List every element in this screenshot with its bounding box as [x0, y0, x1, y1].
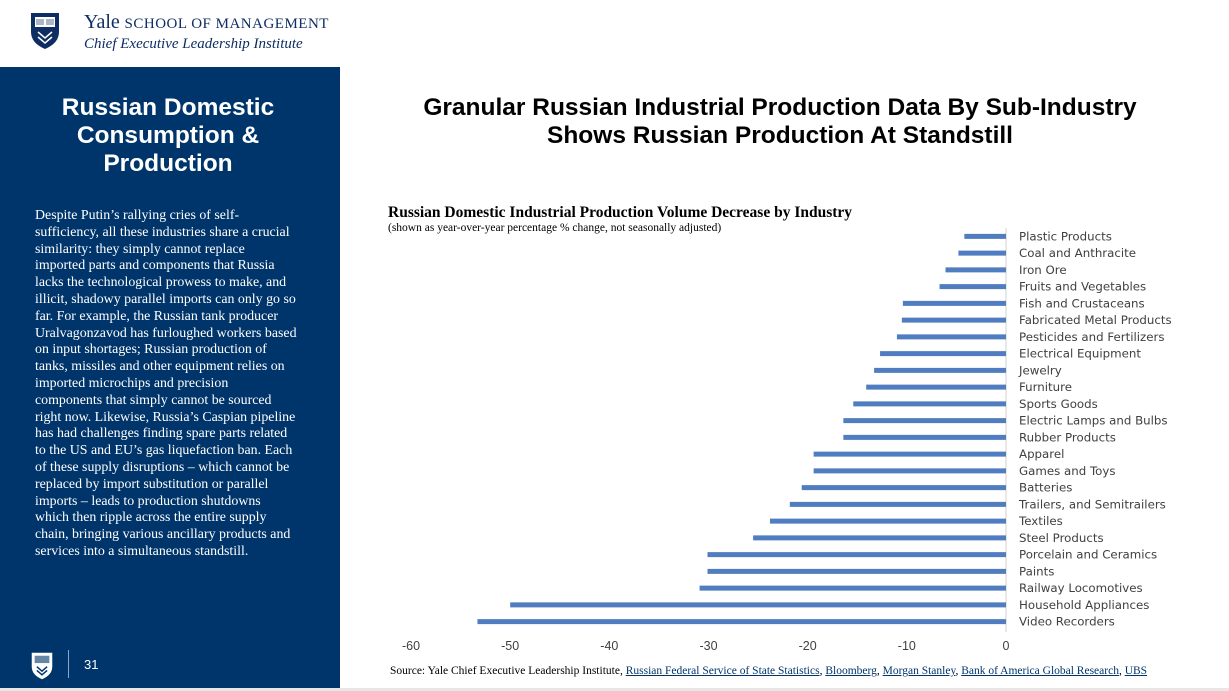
bar-electric-lamps-and-bulbs	[843, 418, 1006, 424]
source-prefix: Source: Yale Chief Executive Leadership …	[390, 665, 626, 677]
bar-railway-locomotives	[699, 585, 1006, 591]
bar-electrical-equipment	[880, 351, 1006, 357]
category-label: Rubber Products	[1019, 430, 1116, 444]
bar-household-appliances	[510, 602, 1006, 608]
category-label: Jewelry	[1018, 363, 1062, 377]
x-tick-label: -60	[402, 639, 420, 653]
chart-subtitle: (shown as year-over-year percentage % ch…	[388, 222, 722, 234]
slide-title-line-1: Granular Russian Industrial Production D…	[423, 94, 1137, 121]
category-label: Trailers, and Semitrailers	[1018, 497, 1166, 511]
sidebar-body-text: Despite Putin’s rallying cries of self-s…	[35, 208, 297, 559]
category-label: Electric Lamps and Bulbs	[1019, 414, 1168, 428]
slide-title: Granular Russian Industrial Production D…	[370, 94, 1190, 150]
x-tick-label: -20	[799, 639, 817, 653]
category-label: Textiles	[1018, 514, 1063, 528]
bar-games-and-toys	[813, 468, 1006, 474]
bar-trailers-and-semitrailers	[789, 501, 1006, 507]
bar-plastic-products	[964, 233, 1006, 239]
category-label: Furniture	[1019, 380, 1072, 394]
institute-name: Chief Executive Leadership Institute	[84, 36, 303, 52]
category-label: Steel Products	[1019, 531, 1104, 545]
category-label: Pesticides and Fertilizers	[1019, 330, 1165, 344]
category-label: Batteries	[1019, 481, 1072, 495]
yale-shield-icon	[31, 652, 53, 680]
source-sep: ,	[876, 665, 883, 677]
bar-textiles	[769, 518, 1006, 524]
source-link-rosstat[interactable]: Russian Federal Service of State Statist…	[625, 665, 820, 677]
yale-som-wordmark: Yale SCHOOL OF MANAGEMENT	[84, 11, 329, 33]
category-label: Video Recorders	[1019, 615, 1115, 629]
x-tick-label: -50	[501, 639, 519, 653]
category-label: Games and Toys	[1019, 464, 1116, 478]
category-label: Fabricated Metal Products	[1019, 313, 1172, 327]
yale-shield-logo	[31, 13, 59, 49]
x-tick-label: -40	[600, 639, 618, 653]
sidebar-title: Russian Domestic Consumption & Productio…	[61, 94, 275, 177]
category-label: Coal and Anthracite	[1019, 246, 1136, 260]
chart-title: Russian Domestic Industrial Production V…	[388, 204, 853, 221]
header: Yale SCHOOL OF MANAGEMENT Chief Executiv…	[0, 0, 1229, 67]
page-number: 31	[84, 657, 99, 672]
bar-paints	[707, 568, 1006, 574]
sidebar: Russian Domestic Consumption & Productio…	[0, 67, 340, 691]
bar-sports-goods	[853, 401, 1006, 407]
category-label: Porcelain and Ceramics	[1019, 548, 1157, 562]
bar-furniture	[866, 384, 1006, 390]
bar-iron-ore	[945, 267, 1006, 273]
bar-fruits-and-vegetables	[939, 284, 1006, 290]
category-label: Fish and Crustaceans	[1019, 296, 1145, 310]
footer-divider	[68, 650, 69, 678]
source-link-morgan-stanley[interactable]: Morgan Stanley	[882, 665, 956, 677]
bar-jewelry	[874, 367, 1006, 373]
source-sep: ,	[1118, 665, 1125, 677]
category-label: Sports Goods	[1019, 397, 1098, 411]
x-tick-label: -30	[699, 639, 717, 653]
bar-fabricated-metal-products	[901, 317, 1006, 323]
slide-title-line-2: Shows Russian Production At Standstill	[547, 122, 1013, 149]
source-link-bofa[interactable]: Bank of America Global Research	[961, 665, 1119, 677]
x-tick-label: 0	[1003, 639, 1010, 653]
category-label: Household Appliances	[1019, 598, 1149, 612]
source-link-ubs[interactable]: UBS	[1124, 665, 1148, 677]
x-tick-label: -10	[898, 639, 916, 653]
source-sep: ,	[819, 665, 826, 677]
category-label: Iron Ore	[1019, 263, 1067, 277]
source-note: Source: Yale Chief Executive Leadership …	[390, 665, 1147, 677]
footer-rule	[0, 688, 1229, 691]
category-label: Electrical Equipment	[1019, 347, 1141, 361]
category-label: Apparel	[1019, 447, 1064, 461]
bar-fish-and-crustaceans	[902, 300, 1006, 306]
category-label: Paints	[1019, 564, 1054, 578]
source-sep: ,	[955, 665, 962, 677]
category-label: Fruits and Vegetables	[1019, 280, 1146, 294]
category-label: Railway Locomotives	[1019, 581, 1143, 595]
source-link-bloomberg[interactable]: Bloomberg	[825, 665, 877, 677]
category-label: Plastic Products	[1019, 229, 1112, 243]
bar-pesticides-and-fertilizers	[896, 334, 1006, 340]
bar-apparel	[813, 451, 1006, 457]
bar-steel-products	[753, 535, 1006, 541]
bar-video-recorders	[477, 619, 1007, 625]
bar-batteries	[801, 485, 1006, 491]
bar-coal-and-anthracite	[958, 250, 1006, 256]
bar-porcelain-and-ceramics	[707, 552, 1006, 558]
bar-rubber-products	[843, 434, 1006, 440]
